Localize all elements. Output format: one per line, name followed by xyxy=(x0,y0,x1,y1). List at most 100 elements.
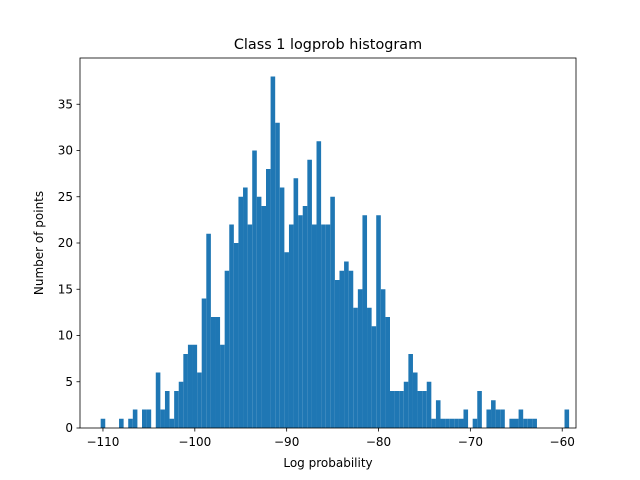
histogram-bar xyxy=(491,400,496,428)
y-tick-label: 25 xyxy=(58,190,73,204)
histogram-bar xyxy=(178,381,184,428)
histogram-bar xyxy=(344,261,349,428)
histogram-bar xyxy=(417,391,423,428)
y-tick-label: 20 xyxy=(58,236,73,250)
histogram-bar xyxy=(100,418,106,428)
histogram-bar xyxy=(119,418,124,428)
histogram-bar xyxy=(527,418,533,428)
histogram-bar xyxy=(486,409,492,428)
histogram-bar xyxy=(385,317,390,428)
histogram-bar xyxy=(187,344,193,428)
histogram-bar xyxy=(307,159,312,428)
histogram-bar xyxy=(192,344,198,428)
histogram-bar xyxy=(224,270,230,428)
histogram-bar xyxy=(495,409,501,428)
y-tick-label: 10 xyxy=(58,329,73,343)
histogram-bar xyxy=(252,150,257,428)
histogram-bar xyxy=(390,391,395,428)
histogram-bar xyxy=(357,289,363,428)
histogram-bar xyxy=(233,243,239,428)
histogram-bar xyxy=(334,280,340,428)
histogram-bar xyxy=(523,418,528,428)
histogram-bar xyxy=(298,215,303,428)
histogram-bar xyxy=(316,141,322,428)
x-axis-label: Log probability xyxy=(283,456,372,470)
histogram-bar xyxy=(210,317,216,428)
histogram-bar xyxy=(500,409,505,428)
histogram-bar xyxy=(197,372,202,428)
histogram-bar xyxy=(426,381,432,428)
histogram-bar xyxy=(440,418,446,428)
histogram-bar xyxy=(169,418,175,428)
histogram-bar xyxy=(160,409,165,428)
histogram-bar xyxy=(458,418,464,428)
histogram-bar xyxy=(463,409,469,428)
histogram-bar xyxy=(532,418,537,428)
histogram-bar xyxy=(367,307,372,428)
histogram-bar xyxy=(229,224,234,428)
histogram-bar xyxy=(339,270,345,428)
histogram-bar xyxy=(293,178,299,428)
histogram-bar xyxy=(509,418,514,428)
histogram-bar xyxy=(330,196,335,428)
histogram-bar xyxy=(514,418,519,428)
histogram-bar xyxy=(243,187,248,428)
x-tick-label: −100 xyxy=(178,435,211,449)
histogram-bar xyxy=(422,391,427,428)
histogram-bar xyxy=(132,409,138,428)
histogram-bar xyxy=(220,344,225,428)
histogram-bar xyxy=(518,409,524,428)
histogram-bar xyxy=(284,252,289,428)
y-tick-label: 15 xyxy=(58,282,73,296)
x-tick-label: −80 xyxy=(366,435,391,449)
histogram-bar xyxy=(376,215,381,428)
histogram-bar xyxy=(201,298,207,428)
histogram-bar xyxy=(348,270,354,428)
x-tick-label: −110 xyxy=(86,435,119,449)
histogram-bar xyxy=(146,409,152,428)
y-tick-label: 30 xyxy=(58,144,73,158)
histogram-bar xyxy=(403,381,409,428)
histogram-bar xyxy=(142,409,147,428)
x-tick-label: −90 xyxy=(274,435,299,449)
histogram-bar xyxy=(477,391,482,428)
histogram-bar xyxy=(435,400,441,428)
histogram-bar xyxy=(261,206,266,428)
x-tick-label: −60 xyxy=(550,435,575,449)
histogram-bar xyxy=(247,224,253,428)
histogram-bar xyxy=(266,169,271,428)
x-tick-label: −70 xyxy=(458,435,483,449)
histogram-bar xyxy=(155,372,161,428)
y-axis-label: Number of points xyxy=(32,191,46,295)
histogram-bar xyxy=(279,187,285,428)
y-tick-label: 5 xyxy=(65,375,73,389)
histogram-bars xyxy=(100,76,570,428)
histogram-bar xyxy=(128,418,133,428)
histogram-bar xyxy=(472,418,478,428)
histogram-bar xyxy=(380,289,386,428)
x-axis-ticks: −110 −100 −90 −80 −70 −60 xyxy=(86,428,575,449)
histogram-bar xyxy=(394,391,400,428)
histogram-bar xyxy=(399,391,404,428)
histogram-bar xyxy=(454,418,459,428)
histogram-bar xyxy=(408,354,413,428)
histogram-bar xyxy=(164,391,170,428)
histogram-bar xyxy=(564,409,570,428)
histogram-bar xyxy=(321,224,326,428)
histogram-bar xyxy=(412,372,418,428)
histogram-bar xyxy=(431,418,436,428)
histogram-bar xyxy=(256,196,262,428)
histogram-bar xyxy=(275,122,280,428)
histogram-bar xyxy=(325,224,331,428)
y-tick-label: 35 xyxy=(58,97,73,111)
y-tick-label: 0 xyxy=(65,421,73,435)
y-axis-ticks: 0 5 10 15 20 25 30 35 xyxy=(58,97,80,435)
histogram-bar xyxy=(174,391,179,428)
histogram-bar xyxy=(238,196,244,428)
histogram-bar xyxy=(302,206,308,428)
histogram-bar xyxy=(371,326,377,428)
histogram-bar xyxy=(353,307,358,428)
histogram-bar xyxy=(206,233,211,428)
histogram-bar xyxy=(215,317,221,428)
